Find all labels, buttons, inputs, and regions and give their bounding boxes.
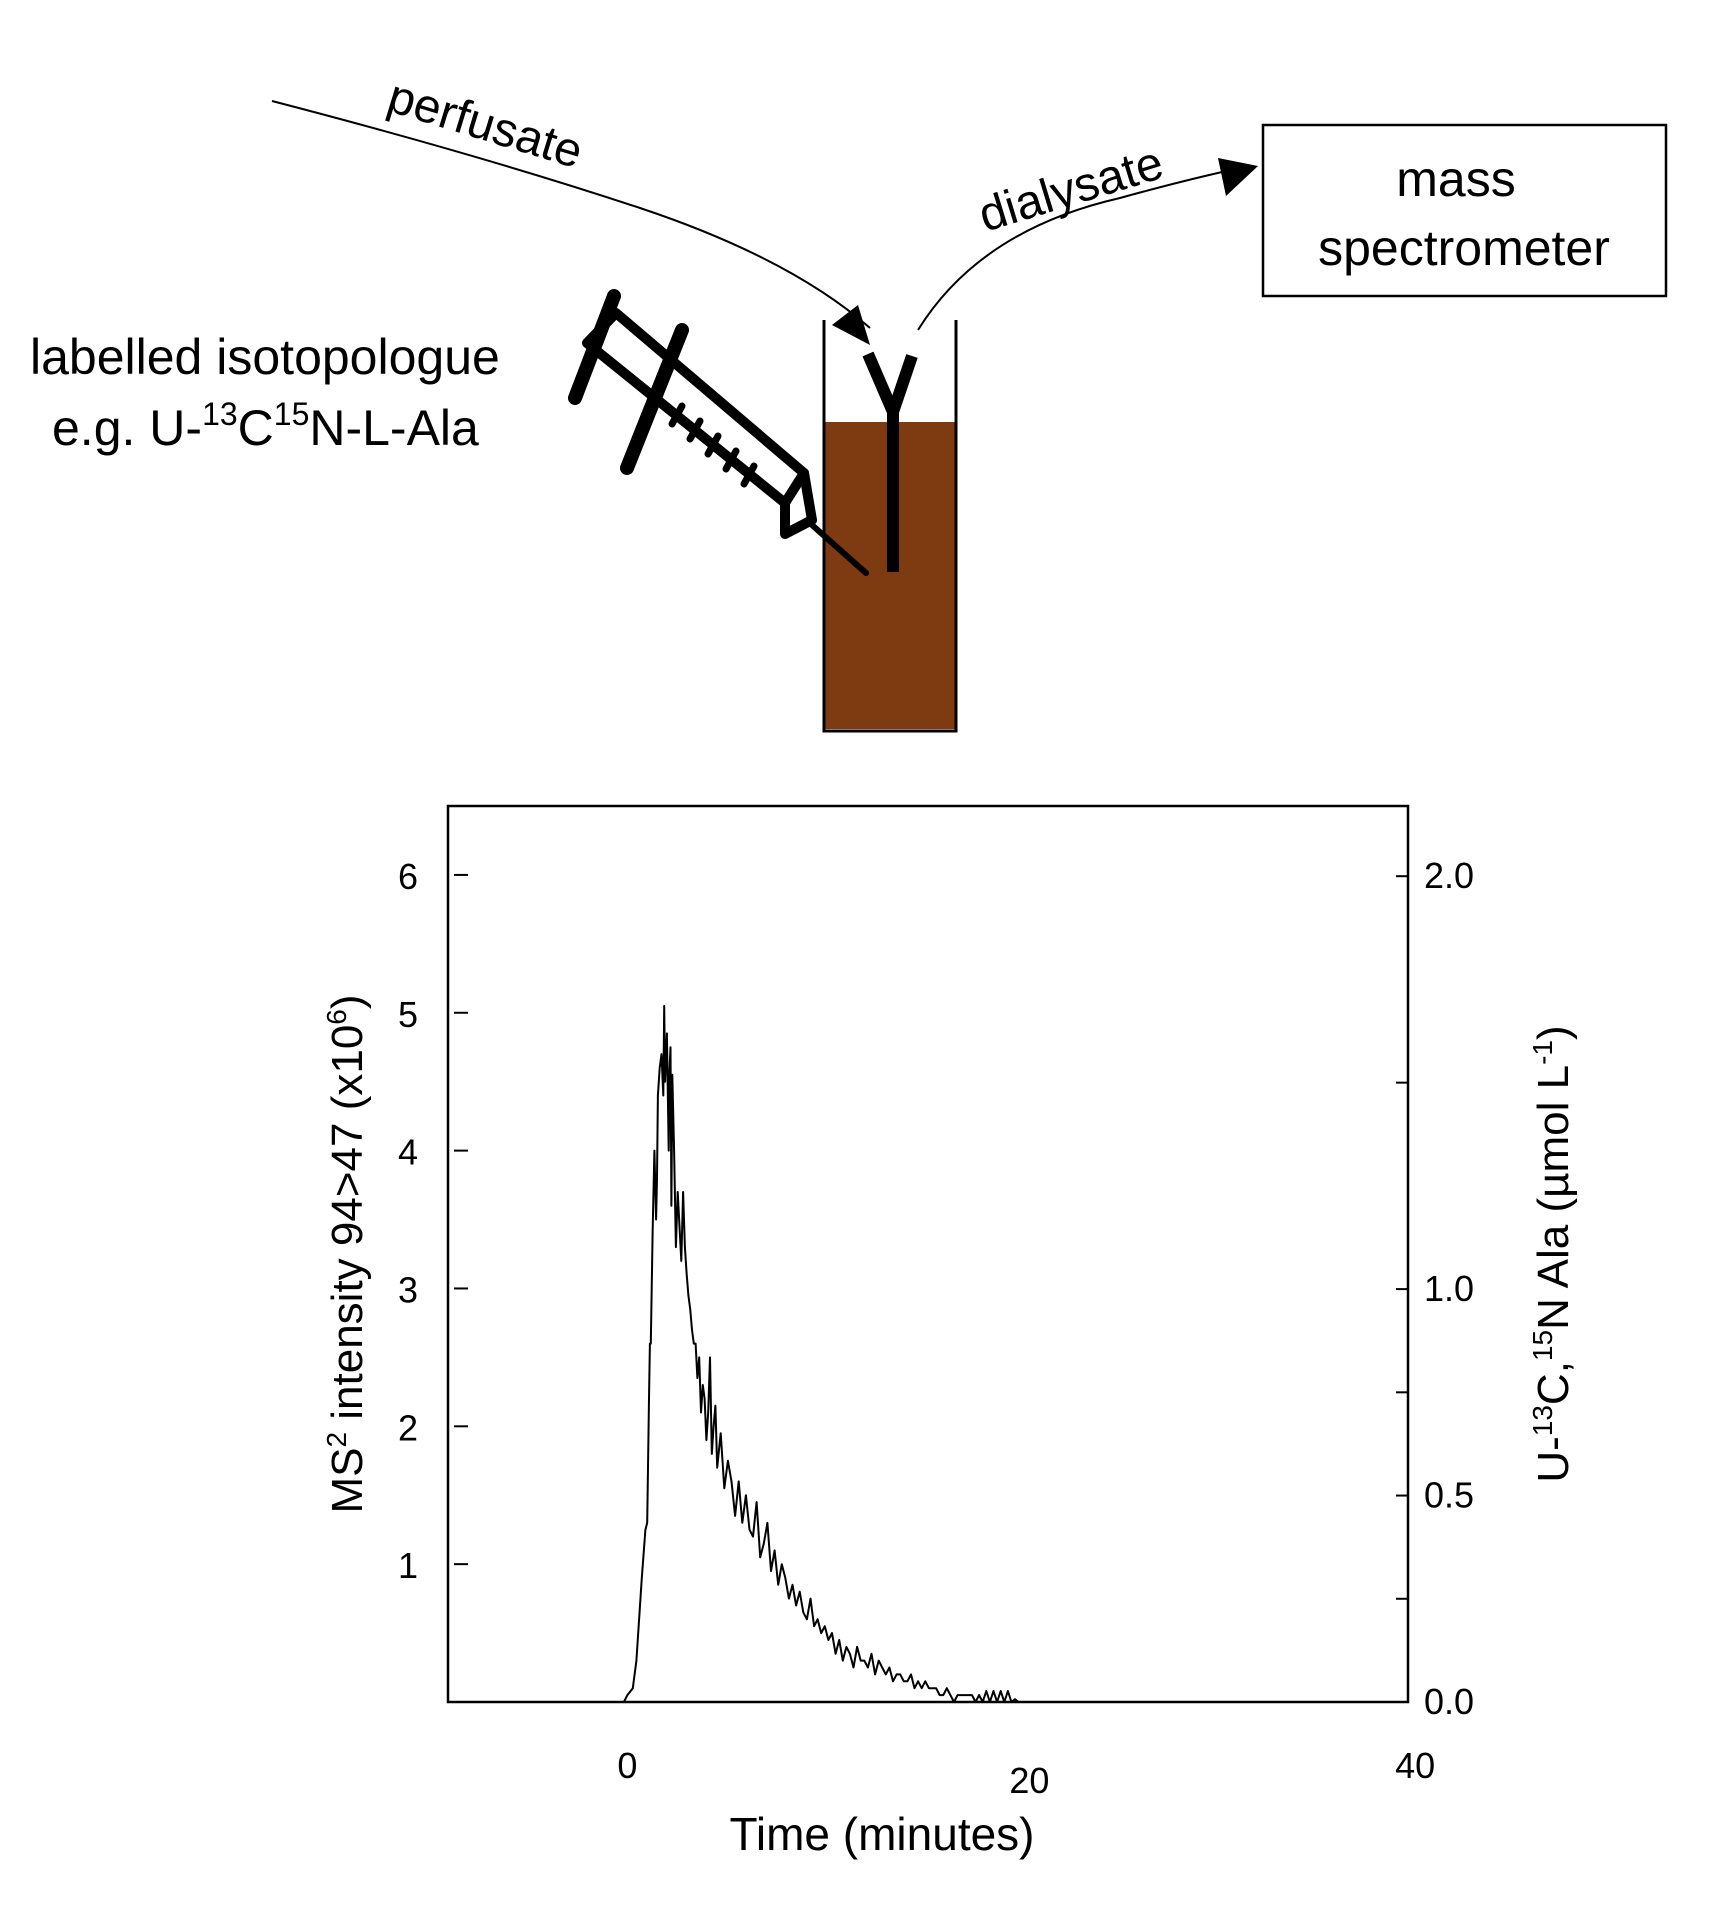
mass-spectrometer-label-line1: mass [1396,151,1515,207]
dialysate-label: dialysate [973,136,1170,242]
perfusate-arrowhead [832,305,870,345]
left-axis-title: MS2 intensity 94>47 (x106) [321,994,372,1513]
syringe-label-line2: e.g. U-13C15N-L-Ala [52,396,479,456]
right-axis: 0.0 0.5 1.0 2.0 [1396,855,1474,1722]
syringe [568,289,869,576]
x-axis-title: Time (minutes) [730,1808,1035,1860]
right-tick-label: 0.5 [1424,1475,1474,1516]
x-axis: 0 20 40 [617,1745,1435,1801]
perfusate-tube [271,100,871,329]
plot-frame [446,804,1410,1704]
left-tick-label: 1 [398,1545,418,1586]
x-tick-label: 0 [617,1745,637,1786]
x-tick-label: 40 [1395,1745,1435,1786]
right-tick-label: 1.0 [1424,1268,1474,1309]
chart: 1 2 3 4 5 6 0.0 0.5 1.0 2.0 0 20 40 Time (minutes)… [321,804,1578,1860]
schematic: perfusate dialysate mass spectrometer [30,70,1668,733]
sample-vial [822,320,958,733]
mass-spectrometer-label-line2: spectrometer [1318,220,1610,276]
left-tick-label: 4 [398,1132,418,1173]
right-tick-label: 0.0 [1424,1681,1474,1722]
dialysate-arrowhead [1218,158,1258,196]
dialysate-tube [917,167,1241,331]
right-tick-label: 2.0 [1424,855,1474,896]
right-axis-title: U-13C,15N Ala (µmol L-1) [1527,1025,1578,1482]
perfusate-label: perfusate [382,70,589,179]
left-axis: 1 2 3 4 5 6 [398,856,468,1586]
x-tick-label: 20 [1009,1760,1049,1801]
syringe-label-line1: labelled isotopologue [30,329,500,385]
microdialysis-probe [862,351,918,572]
left-tick-label: 5 [398,994,418,1035]
mass-spectrometer-box [1261,123,1668,298]
left-tick-label: 6 [398,856,418,897]
left-tick-label: 3 [398,1269,418,1310]
vial-outline [822,320,958,733]
series-line [448,1004,1408,1703]
left-tick-label: 2 [398,1407,418,1448]
